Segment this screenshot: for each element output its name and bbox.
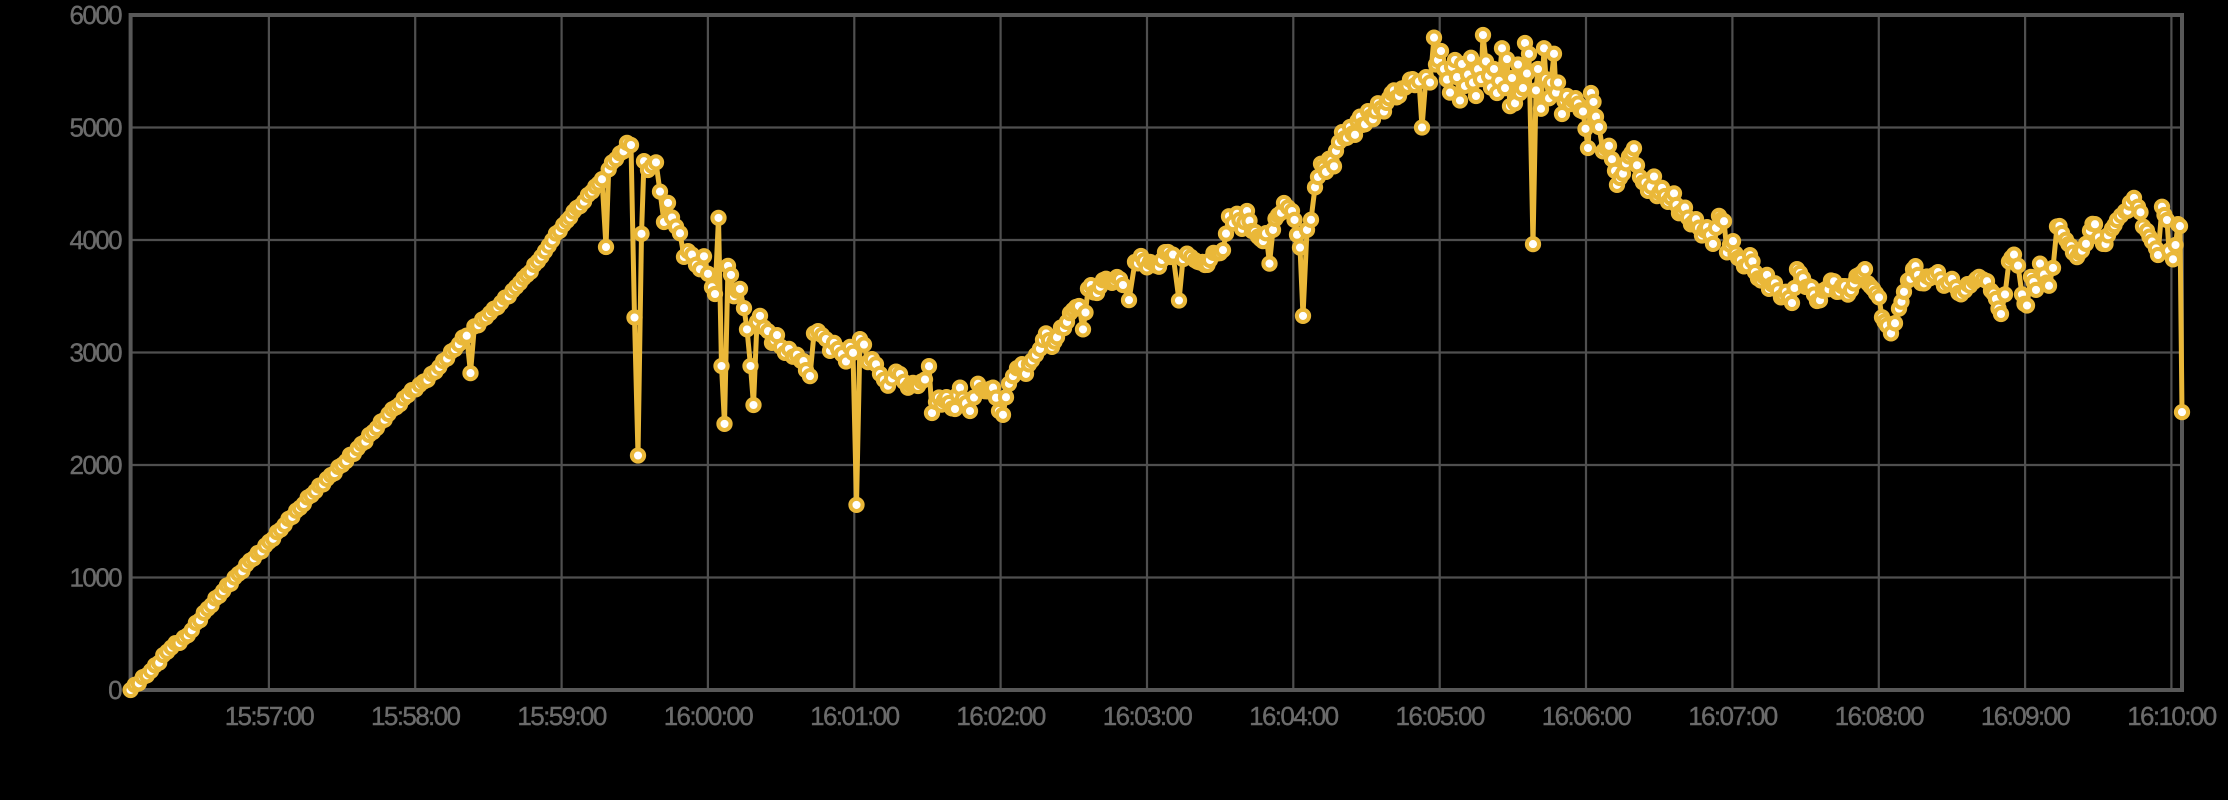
svg-text:4000: 4000 — [70, 225, 123, 255]
svg-text:15:58:00: 15:58:00 — [371, 701, 461, 731]
svg-text:6000: 6000 — [70, 0, 123, 30]
svg-text:0: 0 — [108, 675, 122, 705]
svg-text:5000: 5000 — [70, 113, 123, 143]
svg-text:16:00:00: 16:00:00 — [664, 701, 754, 731]
svg-text:16:02:00: 16:02:00 — [956, 701, 1046, 731]
svg-text:15:57:00: 15:57:00 — [225, 701, 315, 731]
svg-text:16:10:00: 16:10:00 — [2127, 701, 2217, 731]
svg-text:16:04:00: 16:04:00 — [1249, 701, 1339, 731]
svg-text:2000: 2000 — [70, 450, 123, 480]
svg-text:16:06:00: 16:06:00 — [1542, 701, 1632, 731]
svg-text:16:01:00: 16:01:00 — [810, 701, 900, 731]
svg-text:16:09:00: 16:09:00 — [1981, 701, 2071, 731]
svg-text:3000: 3000 — [70, 338, 123, 368]
svg-text:16:03:00: 16:03:00 — [1103, 701, 1193, 731]
svg-text:16:05:00: 16:05:00 — [1395, 701, 1485, 731]
svg-text:16:07:00: 16:07:00 — [1688, 701, 1778, 731]
svg-text:1000: 1000 — [70, 563, 123, 593]
svg-text:16:08:00: 16:08:00 — [1835, 701, 1925, 731]
svg-text:15:59:00: 15:59:00 — [517, 701, 607, 731]
